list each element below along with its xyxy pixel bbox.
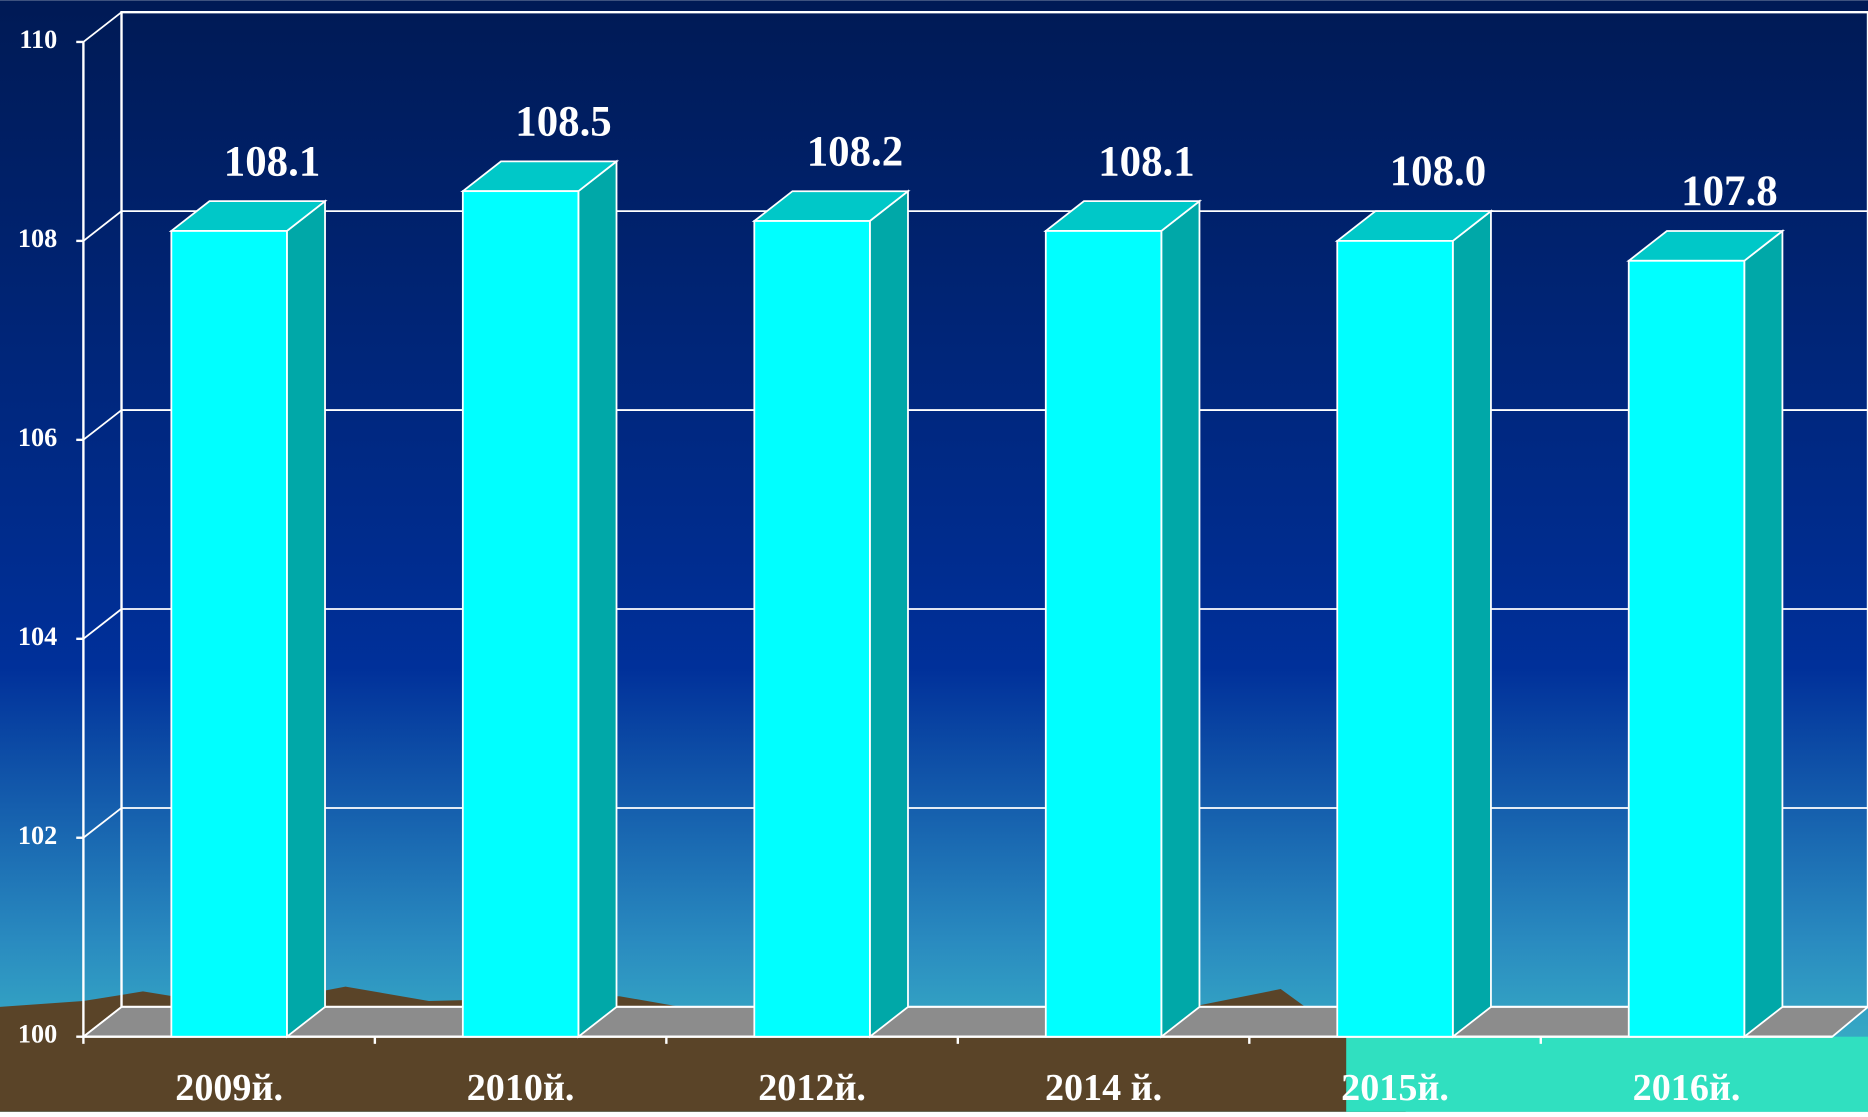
bar-side	[1453, 211, 1491, 1037]
page: {"chart_data": {"type": "bar3d", "catego…	[0, 0, 1868, 1112]
value-label: 108.1	[1098, 138, 1194, 185]
bar-side	[870, 191, 908, 1036]
bar	[754, 221, 870, 1037]
bar-side	[578, 161, 616, 1036]
y-tick-label: 108	[18, 224, 57, 253]
y-tick-label: 102	[18, 821, 57, 850]
bar-side	[1161, 201, 1199, 1037]
y-tick-label: 106	[18, 423, 57, 452]
x-tick-label: 2010й.	[467, 1067, 575, 1109]
bar	[1046, 231, 1162, 1037]
bar	[1629, 261, 1745, 1037]
value-label: 108.2	[807, 128, 903, 175]
bar	[171, 231, 287, 1037]
value-label: 108.0	[1390, 148, 1486, 195]
bar	[463, 191, 579, 1037]
x-tick-label: 2012й.	[758, 1067, 866, 1109]
value-label: 107.8	[1681, 168, 1777, 215]
x-tick-label: 2015й.	[1341, 1067, 1449, 1109]
x-tick-label: 2009й.	[175, 1067, 283, 1109]
x-tick-label: 2016й.	[1633, 1067, 1741, 1109]
bar-side	[287, 201, 325, 1037]
y-tick-label: 100	[18, 1020, 57, 1049]
chart: 100 102 104 106 108 110 2009й. 108.1 2010й. 108.5…	[0, 0, 1868, 1112]
bar	[1337, 241, 1453, 1037]
value-label: 108.5	[515, 98, 611, 145]
y-tick-label: 110	[19, 25, 57, 54]
bar-side	[1744, 231, 1782, 1037]
value-label: 108.1	[224, 138, 320, 185]
x-tick-label: 2014 й.	[1045, 1067, 1162, 1109]
y-tick-label: 104	[18, 622, 57, 651]
floor	[83, 1007, 1868, 1037]
